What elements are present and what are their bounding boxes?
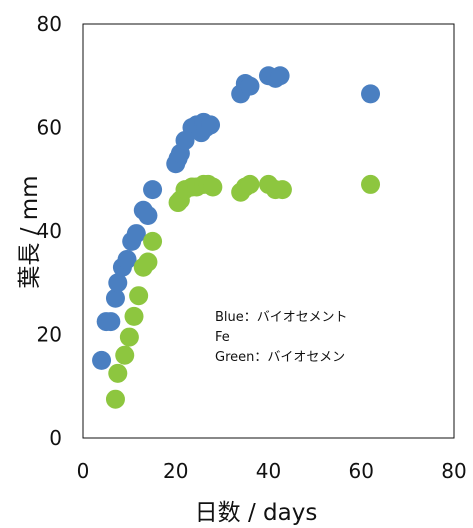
data-point [124, 306, 144, 326]
y-tick-label: 0 [49, 426, 62, 450]
data-point [361, 174, 381, 194]
plot-frame [82, 23, 455, 439]
data-point [201, 115, 221, 135]
x-tick-label: 80 [441, 459, 466, 483]
data-point [272, 180, 292, 200]
x-tick-label: 0 [77, 459, 90, 483]
series-2 [105, 174, 381, 409]
data-point [361, 84, 381, 104]
annotation-line: Green：バイオセメン [215, 350, 345, 365]
y-tick-label: 60 [37, 116, 62, 140]
x-tick-label: 60 [349, 459, 374, 483]
data-point [240, 174, 260, 194]
data-point [138, 205, 158, 225]
annotation-line: Blue：バイオセメント [215, 310, 348, 325]
data-point [115, 345, 135, 365]
y-tick-label: 40 [37, 219, 62, 243]
x-axis-title: 日数 / days [195, 500, 318, 526]
data-point [117, 249, 137, 269]
data-point [105, 288, 125, 308]
annotation-line: Fe [215, 330, 230, 345]
data-point [119, 327, 139, 347]
data-point [143, 180, 163, 200]
data-point [108, 363, 128, 383]
x-axis-ticks: 0 20 40 60 80 [77, 459, 467, 483]
data-point [105, 389, 125, 409]
y-tick-label: 20 [37, 323, 62, 347]
data-point [143, 231, 163, 251]
data-point [203, 177, 223, 197]
series-1 [92, 66, 381, 370]
y-axis-title: 葉長 / mm [17, 175, 43, 288]
y-axis-ticks: 0 20 40 60 80 [37, 12, 62, 450]
data-point [240, 76, 260, 96]
x-tick-label: 20 [163, 459, 188, 483]
data-point [101, 312, 121, 332]
x-tick-label: 40 [256, 459, 281, 483]
y-tick-label: 80 [37, 12, 62, 36]
data-point [92, 350, 112, 370]
data-point [129, 286, 149, 306]
legend-annotation: Blue：バイオセメント Fe Green：バイオセメン [215, 310, 348, 365]
data-point [126, 224, 146, 244]
data-point [108, 273, 128, 293]
data-points [92, 66, 381, 409]
data-point [270, 66, 290, 86]
data-point [138, 252, 158, 272]
